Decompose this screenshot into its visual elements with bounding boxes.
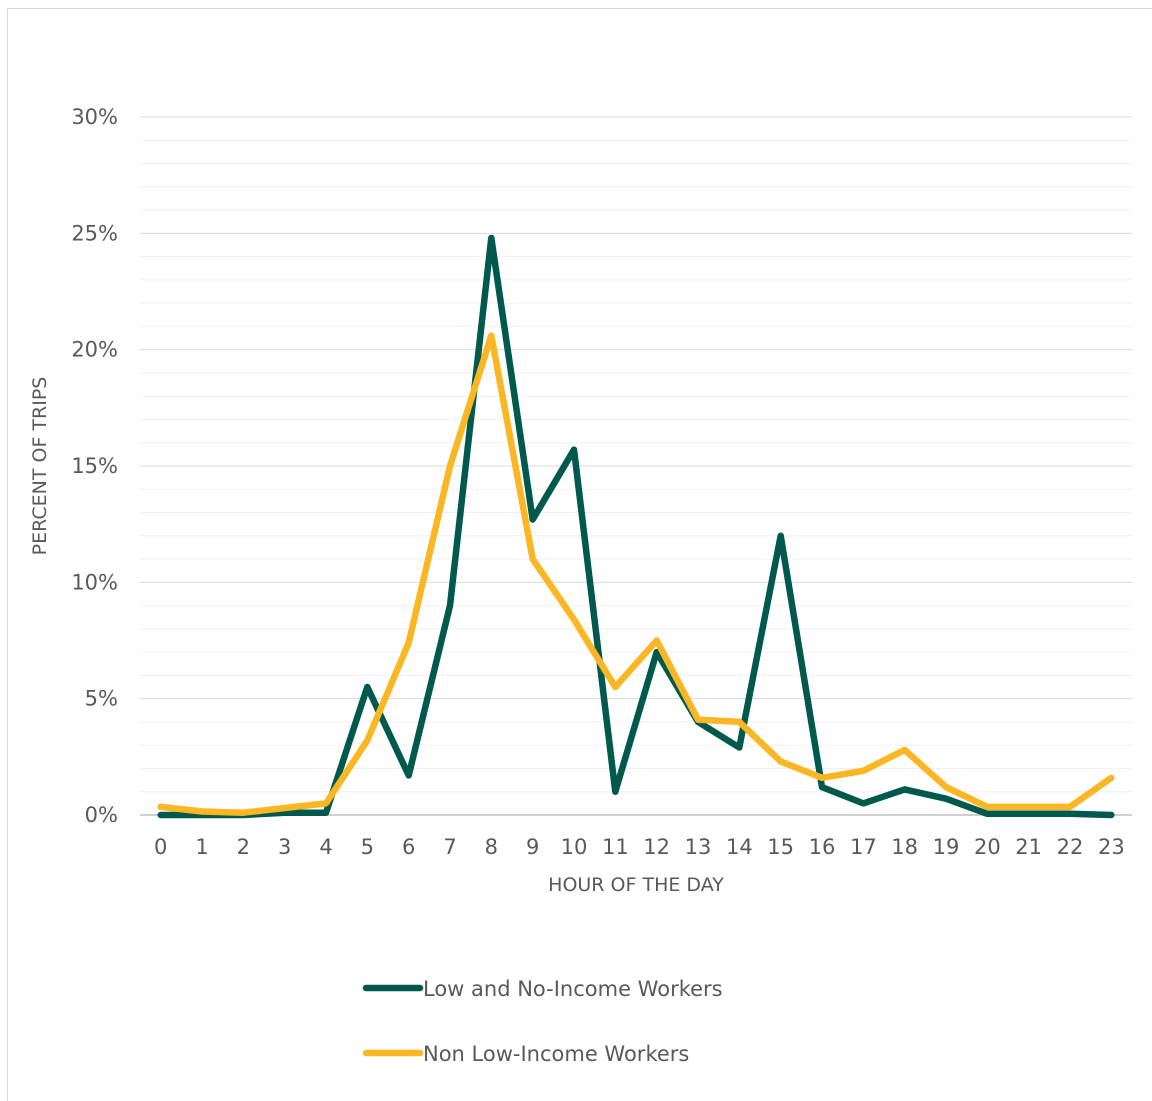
x-tick-label: 1 (195, 835, 208, 859)
legend: Low and No-Income Workers Non Low-Income … (362, 977, 723, 1066)
x-tick-label: 4 (319, 835, 332, 859)
x-tick-label: 13 (685, 835, 712, 859)
x-tick-label: 12 (643, 835, 670, 859)
legend-item: Low and No-Income Workers (362, 977, 723, 1001)
y-axis-title: PERCENT OF TRIPS (29, 377, 51, 556)
y-tick-label: 5% (85, 687, 118, 711)
y-tick-label: 30% (71, 105, 118, 129)
x-axis-title: HOUR OF THE DAY (548, 874, 724, 896)
x-tick-label: 15 (767, 835, 794, 859)
legend-item: Non Low-Income Workers (362, 1042, 689, 1066)
series-lines (157, 234, 1115, 819)
x-tick-label: 14 (726, 835, 753, 859)
x-tick-label: 8 (485, 835, 498, 859)
x-tick-label: 7 (443, 835, 456, 859)
x-tick-label: 6 (402, 835, 415, 859)
x-tick-label: 5 (361, 835, 374, 859)
x-tick-label: 22 (1057, 835, 1084, 859)
y-tick-label: 0% (85, 803, 118, 827)
y-tick-label: 25% (71, 221, 118, 245)
series-line-1 (157, 234, 1115, 819)
x-axis-ticks: 0 1 2 3 4 5 6 7 8 9 10 11 12 13 14 15 16 17 18 19 20 21 22 23 (154, 835, 1125, 859)
chart-frame (7, 8, 1152, 1101)
series-line-2 (157, 332, 1115, 816)
x-tick-label: 19 (933, 835, 960, 859)
x-tick-label: 20 (974, 835, 1001, 859)
y-tick-label: 20% (71, 338, 118, 362)
x-tick-label: 2 (237, 835, 250, 859)
legend-label: Non Low-Income Workers (423, 1042, 689, 1066)
x-tick-label: 18 (891, 835, 918, 859)
x-tick-label: 3 (278, 835, 291, 859)
x-tick-label: 9 (526, 835, 539, 859)
x-tick-label: 10 (561, 835, 588, 859)
x-tick-label: 21 (1015, 835, 1042, 859)
y-tick-label: 10% (71, 570, 118, 594)
gridlines (140, 116, 1132, 816)
x-tick-label: 23 (1098, 835, 1125, 859)
legend-label: Low and No-Income Workers (423, 977, 723, 1001)
x-tick-label: 0 (154, 835, 167, 859)
y-axis-ticks: 0% 5% 10% 15% 20% 25% 30% (71, 105, 118, 827)
x-tick-label: 17 (850, 835, 877, 859)
x-tick-label: 11 (602, 835, 629, 859)
x-tick-label: 16 (809, 835, 836, 859)
y-tick-label: 15% (71, 454, 118, 478)
